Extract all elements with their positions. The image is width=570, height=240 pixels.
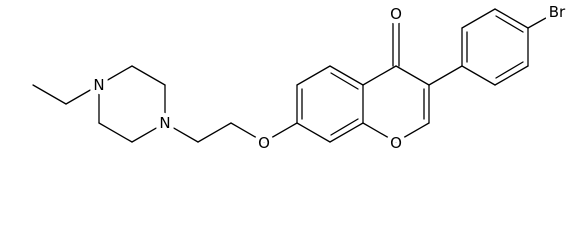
bond-line	[395, 122, 430, 143]
bond-line	[164, 122, 199, 143]
atom-label: O	[258, 134, 270, 152]
bond-line	[32, 84, 67, 105]
bond-line	[197, 122, 232, 143]
bond-line	[296, 65, 331, 86]
bond-line	[428, 65, 463, 86]
bond-line	[362, 65, 397, 86]
atom-label: O	[390, 5, 402, 23]
bond-line	[296, 122, 331, 143]
atom-label: Br	[549, 3, 566, 21]
bond-line	[131, 65, 166, 86]
bond-line	[131, 122, 166, 143]
bond-line	[98, 65, 133, 86]
bond-line	[263, 122, 298, 143]
bond-line	[230, 122, 265, 143]
atom-label: N	[93, 76, 104, 94]
bond-line	[495, 15, 524, 33]
bond-line	[362, 122, 397, 143]
bond-line	[527, 13, 554, 29]
atom-labels: O Br O O N N	[89, 0, 570, 157]
bond-line	[329, 65, 364, 86]
molecule-diagram: O Br O O N N	[32, 0, 570, 157]
bond-line	[494, 8, 529, 29]
bond-line	[395, 65, 430, 86]
bond-line	[98, 122, 133, 143]
bond-line	[461, 8, 496, 29]
bonds	[32, 8, 554, 143]
bond-line	[495, 61, 524, 79]
bond-line	[65, 84, 100, 105]
bond-line	[330, 118, 359, 136]
bond-line	[330, 72, 359, 90]
bond-line	[494, 65, 529, 86]
atom-label: N	[159, 114, 170, 132]
bond-line	[329, 122, 364, 143]
atom-label: O	[390, 134, 402, 152]
bond-line	[461, 65, 496, 86]
